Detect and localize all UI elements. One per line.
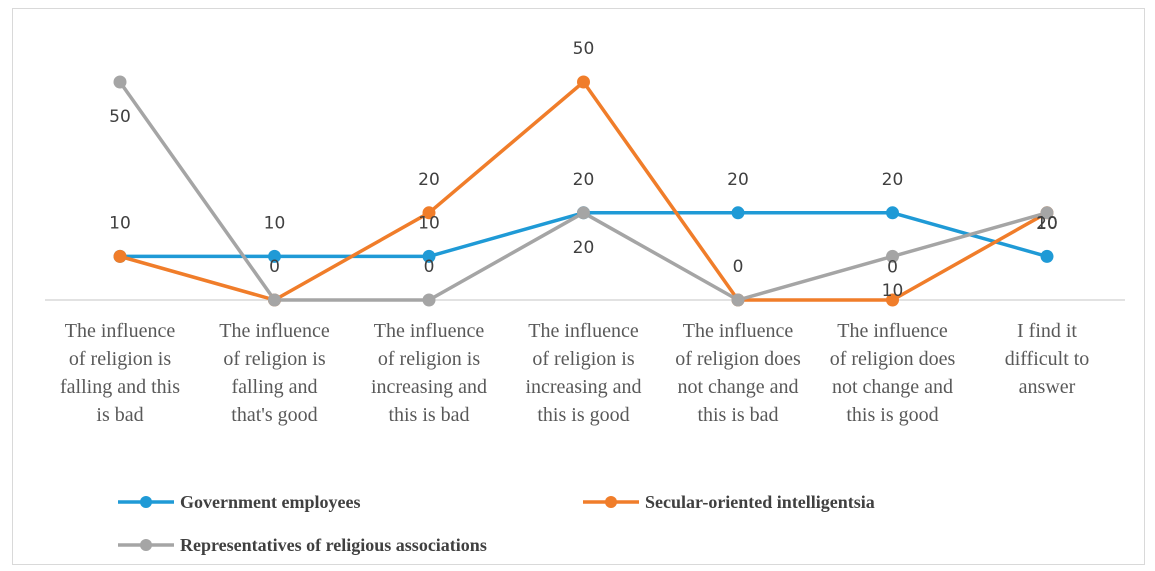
x-tick-label-line: answer xyxy=(1019,376,1076,398)
x-tick-label-line: The influence xyxy=(837,320,948,342)
x-tick-label-line: increasing and xyxy=(371,376,487,398)
x-tick-label-4: The influence of religion is increasing an… xyxy=(525,320,641,426)
data-label-s1-2: 10 xyxy=(264,213,286,233)
x-tick-label-line: that's good xyxy=(231,404,317,426)
x-tick-label-line: of religion is xyxy=(69,348,171,370)
legend-marker-2 xyxy=(605,496,617,508)
data-point-s1-3 xyxy=(422,249,436,263)
x-tick-label-line: The influence xyxy=(528,320,639,342)
x-tick-label-line: of religion does xyxy=(830,348,956,370)
series-line-3 xyxy=(118,80,1049,302)
x-tick-label-line: of religion is xyxy=(378,348,480,370)
series-line-2 xyxy=(118,80,1049,302)
x-tick-label-line: falling and this xyxy=(60,376,180,398)
data-label-s1-1: 10 xyxy=(109,213,131,233)
data-label-s1-7: 10 xyxy=(1036,213,1058,233)
x-tick-label-line: not change and xyxy=(677,376,798,398)
x-tick-label-7: I find it difficult to answer xyxy=(1005,320,1090,398)
x-tick-label-line: I find it xyxy=(1017,320,1077,342)
x-tick-label-line: this is bad xyxy=(388,404,469,426)
data-label-s3-3: 0 xyxy=(424,257,435,277)
x-tick-label-line: of religion does xyxy=(675,348,801,370)
x-tick-label-line: falling and xyxy=(231,376,317,398)
x-tick-label-line: of religion is xyxy=(223,348,325,370)
x-tick-label-line: The influence xyxy=(374,320,485,342)
data-point-s2-3 xyxy=(422,206,436,220)
data-label-s1-6: 20 xyxy=(882,170,904,190)
data-label-s3-2: 0 xyxy=(269,257,280,277)
data-label-s2-4: 50 xyxy=(573,39,595,59)
x-tick-label-line: of religion is xyxy=(532,348,634,370)
x-tick-label-6: The influence of religion does not change … xyxy=(830,320,956,426)
x-tick-label-line: not change and xyxy=(832,376,953,398)
x-tick-label-line: this is bad xyxy=(697,404,778,426)
x-tick-label-line: difficult to xyxy=(1005,348,1090,370)
legend-label-2: Secular-oriented intelligentsia xyxy=(645,492,875,512)
legend-marker-1 xyxy=(140,496,152,508)
data-label-s3-5: 0 xyxy=(733,257,744,277)
x-tick-label-line: The influence xyxy=(219,320,330,342)
data-point-s3-6 xyxy=(886,249,899,263)
data-label-s2-6: 10 xyxy=(882,281,904,301)
data-point-s1-5 xyxy=(731,206,745,220)
data-point-s2-4 xyxy=(577,75,590,89)
data-point-s3-2 xyxy=(268,293,281,307)
data-point-s1-6 xyxy=(886,206,899,220)
x-tick-label-3: The influence of religion is increasing an… xyxy=(371,320,487,426)
legend-label-1: Government employees xyxy=(180,492,360,512)
x-tick-label-line: this is good xyxy=(846,404,938,426)
data-point-s2-1 xyxy=(113,249,127,263)
data-label-s1-3: 10 xyxy=(418,213,440,233)
data-point-s3-3 xyxy=(422,293,436,307)
x-tick-label-5: The influence of religion does not change … xyxy=(675,320,801,426)
data-point-s2-6 xyxy=(886,293,899,307)
data-label-s3-6: 0 xyxy=(887,257,898,277)
data-label-s2-3: 20 xyxy=(418,170,440,190)
x-tick-label-1: The influence of religion is falling and t… xyxy=(60,320,180,426)
x-tick-label-line: The influence xyxy=(65,320,176,342)
data-label-s3-1: 50 xyxy=(109,107,131,127)
x-tick-label-line: this is good xyxy=(537,404,629,426)
data-point-s3-1 xyxy=(113,75,127,89)
x-tick-label-line: The influence xyxy=(683,320,794,342)
x-tick-label-line: is bad xyxy=(96,404,143,426)
legend-label-3: Representatives of religious association… xyxy=(180,535,487,555)
data-label-s3-7: 20 xyxy=(1036,214,1058,234)
data-point-s1-7 xyxy=(1040,249,1054,263)
data-point-s3-7 xyxy=(1040,206,1054,220)
chart-frame xyxy=(12,8,1145,565)
legend-marker-3 xyxy=(140,539,152,551)
data-label-s1-4: 20 xyxy=(573,170,595,190)
data-label-s3-4: 20 xyxy=(573,238,595,258)
data-label-s1-5: 20 xyxy=(727,170,749,190)
data-point-s3-4 xyxy=(577,206,590,220)
data-point-s1-2 xyxy=(268,249,281,263)
data-point-s3-5 xyxy=(731,293,745,307)
x-tick-label-line: increasing and xyxy=(525,376,641,398)
x-tick-label-2: The influence of religion is falling and th… xyxy=(219,320,330,426)
